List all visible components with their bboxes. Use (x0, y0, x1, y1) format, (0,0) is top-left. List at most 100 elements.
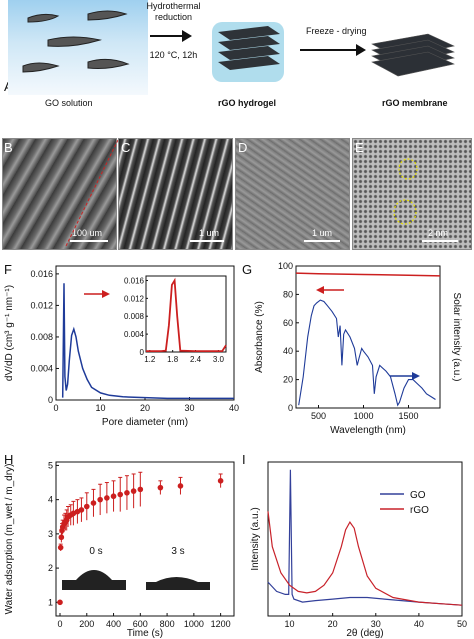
panel-f-label: F (4, 262, 12, 277)
h-y-tick-label: 4 (48, 495, 53, 505)
i-xlabel: 2θ (deg) (346, 628, 383, 639)
f-series-line (61, 283, 234, 400)
xrd-chart: 10 20 30 40 50 2θ (deg) Intensity (a.u.) GO rGO (250, 461, 467, 639)
h-data-point (57, 599, 63, 606)
f-y-tick-label: 0.012 (30, 300, 53, 310)
go-solution-caption: GO solution (45, 98, 93, 108)
h-data-point (177, 483, 184, 489)
h-xlabel: Time (s) (127, 628, 163, 639)
f-y-tick-label: 0.004 (30, 363, 53, 373)
rgo-membrane-illustration (368, 22, 458, 88)
f-inset-y-tick-label: 0.004 (124, 330, 145, 339)
g-y-tick-label: 100 (278, 261, 293, 271)
g-y-tick-label: 60 (283, 318, 293, 328)
sem-image-b (2, 138, 117, 250)
h-ylabel: Water adsorption (m_wet / m_dry) (4, 464, 15, 615)
panel-e-scalebar (422, 240, 458, 242)
h-data-point (137, 486, 144, 493)
g-arrow-right-head (412, 372, 420, 380)
f-x-tick-label: 40 (229, 403, 239, 413)
g-y-tick-label: 80 (283, 289, 293, 299)
i-legend-go-label: GO (410, 490, 426, 501)
rgo-hydrogel-illustration (206, 14, 290, 90)
i-x-tick-label: 30 (371, 619, 381, 629)
h-data-point (57, 544, 64, 551)
tem-image-e (352, 138, 472, 250)
h-y-tick-label: 2 (48, 563, 53, 573)
h-x-tick-label: 0 (58, 619, 63, 629)
g-x-tick-label: 500 (311, 411, 326, 421)
g-solar-line (298, 299, 436, 407)
panel-b-scale: 100 um (72, 228, 103, 238)
arrow-1-icon (150, 30, 192, 42)
h-annotation-3s: 3 s (171, 546, 184, 557)
g-y-tick-label: 0 (288, 403, 293, 413)
f-ylabel: dV/dD (cm³ g⁻¹ nm⁻¹) (4, 285, 15, 381)
sem-image-c (118, 138, 233, 250)
g-arrow-left-head (316, 286, 324, 294)
arrow-2-icon (300, 44, 366, 56)
f-inset-x-tick-label: 3.0 (213, 355, 225, 364)
h-data-point (104, 495, 110, 501)
pore-size-chart: 0 10 20 30 40 0 0.004 0.008 0.012 0.016 Pore diame… (4, 265, 239, 428)
h-droplet-0s (76, 570, 112, 580)
f-x-tick-label: 0 (53, 403, 58, 413)
g-y-tick-label: 40 (283, 346, 293, 356)
f-inset-x-tick-label: 1.2 (144, 355, 156, 364)
h-x-tick-label: 1000 (184, 619, 204, 629)
i-ylabel: Intensity (a.u.) (250, 507, 261, 570)
panel-d-scalebar (304, 240, 340, 242)
i-legend-rgo-label: rGO (410, 505, 429, 516)
panel-c-scalebar (190, 240, 224, 242)
h-x-tick-label: 600 (133, 619, 148, 629)
panel-i-label: I (242, 452, 246, 467)
go-solution-illustration (8, 0, 148, 95)
zoom-guide-lines (65, 139, 119, 247)
step1-line1: Hydrothermal (146, 1, 201, 11)
h-x-tick-label: 200 (79, 619, 94, 629)
h-data-point (157, 484, 164, 491)
sem-image-d (235, 138, 350, 250)
plot-frame (55, 461, 235, 617)
step1-line2: reduction (154, 12, 193, 22)
h-data-point (97, 496, 103, 503)
h-y-tick-label: 5 (48, 460, 53, 470)
h-annotation-0s: 0 s (89, 546, 102, 557)
panel-c-label: C (121, 140, 131, 155)
panel-h-label: H (4, 452, 14, 467)
panel-b-label: B (4, 140, 13, 155)
f-arrow-head (102, 290, 110, 298)
f-xlabel: Pore diameter (nm) (102, 417, 188, 428)
i-x-tick-label: 20 (328, 619, 338, 629)
f-inset-x-tick-label: 1.8 (167, 355, 179, 364)
rgo-membrane-caption: rGO membrane (382, 98, 448, 108)
panel-d-scale: 1 um (312, 228, 333, 238)
f-y-tick-label: 0 (48, 395, 53, 405)
f-inset-y-tick-label: 0 (140, 348, 145, 357)
i-rgo-line (267, 511, 463, 606)
h-data-point (117, 491, 124, 498)
h-data-point (124, 490, 130, 496)
g-ylabel-right: Solar intensity (a.u.) (451, 293, 462, 382)
panel-c-scale: 1 um (199, 228, 220, 238)
step1-condition: 120 °C, 12h (149, 50, 198, 60)
h-data-point (78, 507, 85, 513)
f-inset-line (146, 277, 227, 352)
h-data-point (130, 488, 137, 494)
f-inset-frame (145, 275, 227, 353)
h-droplet-3s-base (146, 582, 210, 590)
g-x-tick-label: 1500 (398, 411, 418, 421)
h-x-tick-label: 800 (160, 619, 175, 629)
water-adsorption-chart: 0 200 400 600 800 1000 1200 1 2 3 4 5 Time (s) Water … (4, 460, 235, 639)
h-data-point (217, 478, 224, 484)
h-y-tick-label: 1 (48, 597, 53, 607)
f-inset-x-tick-label: 2.4 (190, 355, 202, 364)
f-inset-y-tick-label: 0.008 (124, 312, 145, 321)
step2-label: Freeze - drying (306, 26, 367, 36)
f-inset-y-tick-label: 0.016 (124, 276, 145, 285)
f-x-tick-label: 10 (95, 403, 105, 413)
rgo-hydrogel-caption: rGO hydrogel (218, 98, 277, 108)
plot-frame (295, 265, 441, 409)
i-go-line (267, 469, 463, 606)
i-x-tick-label: 40 (414, 619, 424, 629)
